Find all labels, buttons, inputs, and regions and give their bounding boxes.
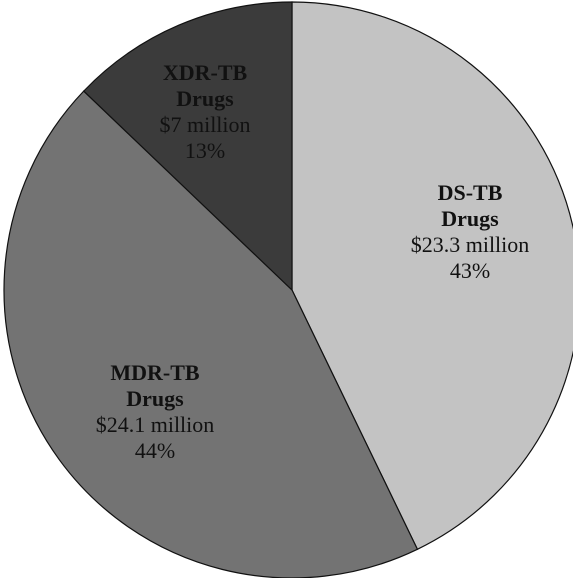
value-label: $24.1 million bbox=[95, 412, 215, 437]
slice bbox=[82, 1, 293, 292]
percent-label: 43% bbox=[449, 258, 491, 283]
slice-label: DS-TB Drugs $23.3 million 43% bbox=[395, 180, 545, 284]
value-label: $23.3 million bbox=[410, 232, 530, 257]
value-label: $7 million bbox=[159, 112, 251, 137]
category-label: DS-TB Drugs bbox=[437, 180, 503, 231]
slice-label: XDR-TB Drugs $7 million 13% bbox=[130, 60, 280, 164]
category-label: XDR-TB Drugs bbox=[162, 60, 248, 111]
category-label: MDR-TB Drugs bbox=[110, 360, 200, 411]
percent-label: 13% bbox=[184, 138, 226, 163]
slice-label: MDR-TB Drugs $24.1 million 44% bbox=[80, 360, 230, 464]
percent-label: 44% bbox=[134, 438, 176, 463]
